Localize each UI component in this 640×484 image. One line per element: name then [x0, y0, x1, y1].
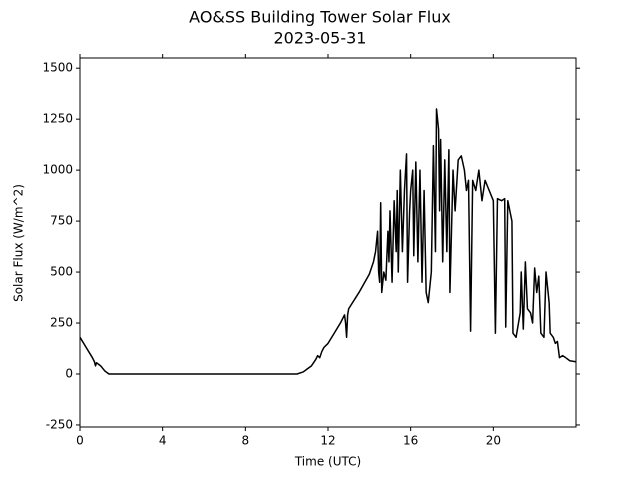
y-tick-label: 1500 — [42, 61, 73, 75]
x-tick-label: 20 — [486, 434, 501, 448]
y-axis-label: Solar Flux (W/m^2) — [12, 184, 26, 302]
x-tick-label: 4 — [159, 434, 167, 448]
y-tick-label: -250 — [46, 417, 73, 431]
chart-subtitle: 2023-05-31 — [274, 29, 367, 48]
y-tick-label: 1000 — [42, 163, 73, 177]
x-tick-label: 0 — [76, 434, 84, 448]
x-axis-label: Time (UTC) — [294, 455, 361, 469]
x-tick-label: 16 — [403, 434, 418, 448]
x-tick-label: 8 — [242, 434, 250, 448]
data-line — [80, 108, 576, 375]
y-tick-label: 750 — [50, 214, 73, 228]
x-tick-label: 12 — [320, 434, 335, 448]
y-tick-label: 0 — [65, 366, 73, 380]
y-tick-label: 1250 — [42, 112, 73, 126]
y-tick-label: 250 — [50, 316, 73, 330]
y-tick-label: 500 — [50, 265, 73, 279]
plot-frame — [79, 57, 577, 428]
chart-title: AO&SS Building Tower Solar Flux — [189, 8, 451, 27]
